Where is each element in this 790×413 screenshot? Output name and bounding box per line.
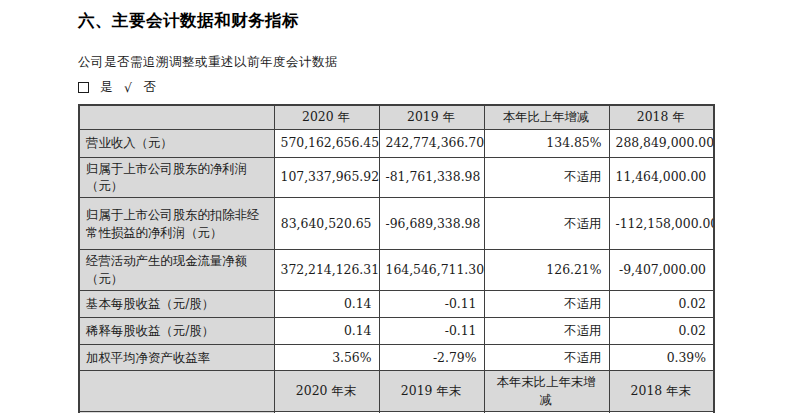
cell-value: 不适用 (484, 318, 609, 345)
cell-value: 570,162,656.45 (274, 129, 379, 157)
cell-value: 0.02 (609, 291, 714, 318)
cell-value: 164,546,711.30 (379, 250, 484, 291)
cell-value: 83,640,520.65 (274, 198, 379, 250)
cell-value: 不适用 (484, 157, 609, 198)
table-row-net-profit: 归属于上市公司股东的净利润（元） 107,337,965.92 -81,761,… (79, 157, 714, 198)
column-header-2018-end: 2018 年末 (609, 371, 714, 412)
table-row-diluted-eps: 稀释每股收益（元/股） 0.14 -0.11 不适用 0.02 (79, 318, 714, 345)
cell-value: -0.11 (379, 318, 484, 345)
row-label: 归属于上市公司股东的净利润（元） (79, 157, 274, 198)
document-page: 六、主要会计数据和财务指标 公司是否需追溯调整或重述以前年度会计数据 是 √ 否… (0, 0, 790, 413)
column-header-2020-end: 2020 年末 (274, 371, 379, 412)
cell-value: -81,761,338.98 (379, 157, 484, 198)
cell-value: 0.02 (609, 318, 714, 345)
table-header-row: 2020 年 2019 年 本年比上年增减 2018 年 (79, 105, 714, 129)
table-row-basic-eps: 基本每股收益（元/股） 0.14 -0.11 不适用 0.02 (79, 291, 714, 318)
cell-value: -96,689,338.98 (379, 198, 484, 250)
cell-value: -112,158,000.00 (609, 198, 714, 250)
column-header-2018: 2018 年 (609, 105, 714, 129)
table-row-weighted-roe: 加权平均净资产收益率 3.56% -2.79% 不适用 0.39% (79, 345, 714, 371)
row-label: 归属于上市公司股东的扣除非经常性损益的净利润（元） (79, 198, 274, 250)
cell-value: -9,407,000.00 (609, 250, 714, 291)
cell-value: 126.21% (484, 250, 609, 291)
restatement-question: 公司是否需追溯调整或重述以前年度会计数据 (78, 54, 713, 71)
cell-value: 0.14 (274, 318, 379, 345)
column-header-yoy: 本年比上年增减 (484, 105, 609, 129)
column-header-2019: 2019 年 (379, 105, 484, 129)
cell-value: 0.39% (609, 345, 714, 371)
table-row-revenue: 营业收入（元） 570,162,656.45 242,774,366.70 13… (79, 129, 714, 157)
cell-value: 107,337,965.92 (274, 157, 379, 198)
cell-value: 288,849,000.00 (609, 129, 714, 157)
column-header-empty (79, 105, 274, 129)
cell-value: 372,214,126.31 (274, 250, 379, 291)
cell-value: 不适用 (484, 345, 609, 371)
column-header-2020: 2020 年 (274, 105, 379, 129)
check-icon[interactable]: √ (124, 80, 132, 95)
cell-value: -2.79% (379, 345, 484, 371)
table-row-operating-cash-flow: 经营活动产生的现金流量净额（元） 372,214,126.31 164,546,… (79, 250, 714, 291)
cell-value: 0.14 (274, 291, 379, 318)
column-header-2019-end: 2019 年末 (379, 371, 484, 412)
cell-value: 不适用 (484, 291, 609, 318)
table-header-row-yearend: 2020 年末 2019 年末 本年末比上年末增减 2018 年末 (79, 371, 714, 412)
table-row-net-profit-deducted: 归属于上市公司股东的扣除非经常性损益的净利润（元） 83,640,520.65 … (79, 198, 714, 250)
section-title: 六、主要会计数据和财务指标 (78, 10, 713, 32)
cell-value: 不适用 (484, 198, 609, 250)
checkbox-unchecked-icon[interactable] (78, 82, 89, 93)
column-header-empty (79, 371, 274, 412)
cell-value: -0.11 (379, 291, 484, 318)
row-label: 加权平均净资产收益率 (79, 345, 274, 371)
cell-value: 242,774,366.70 (379, 129, 484, 157)
no-label: 否 (143, 79, 156, 96)
financial-indicators-table: 2020 年 2019 年 本年比上年增减 2018 年 营业收入（元） 570… (78, 104, 715, 413)
row-label: 基本每股收益（元/股） (79, 291, 274, 318)
yes-no-selector: 是 √ 否 (78, 79, 713, 96)
column-header-yoy-end: 本年末比上年末增减 (484, 371, 609, 412)
cell-value: 134.85% (484, 129, 609, 157)
row-label: 稀释每股收益（元/股） (79, 318, 274, 345)
row-label: 营业收入（元） (79, 129, 274, 157)
row-label: 经营活动产生的现金流量净额（元） (79, 250, 274, 291)
cell-value: 11,464,000.00 (609, 157, 714, 198)
yes-label: 是 (100, 79, 113, 96)
cell-value: 3.56% (274, 345, 379, 371)
